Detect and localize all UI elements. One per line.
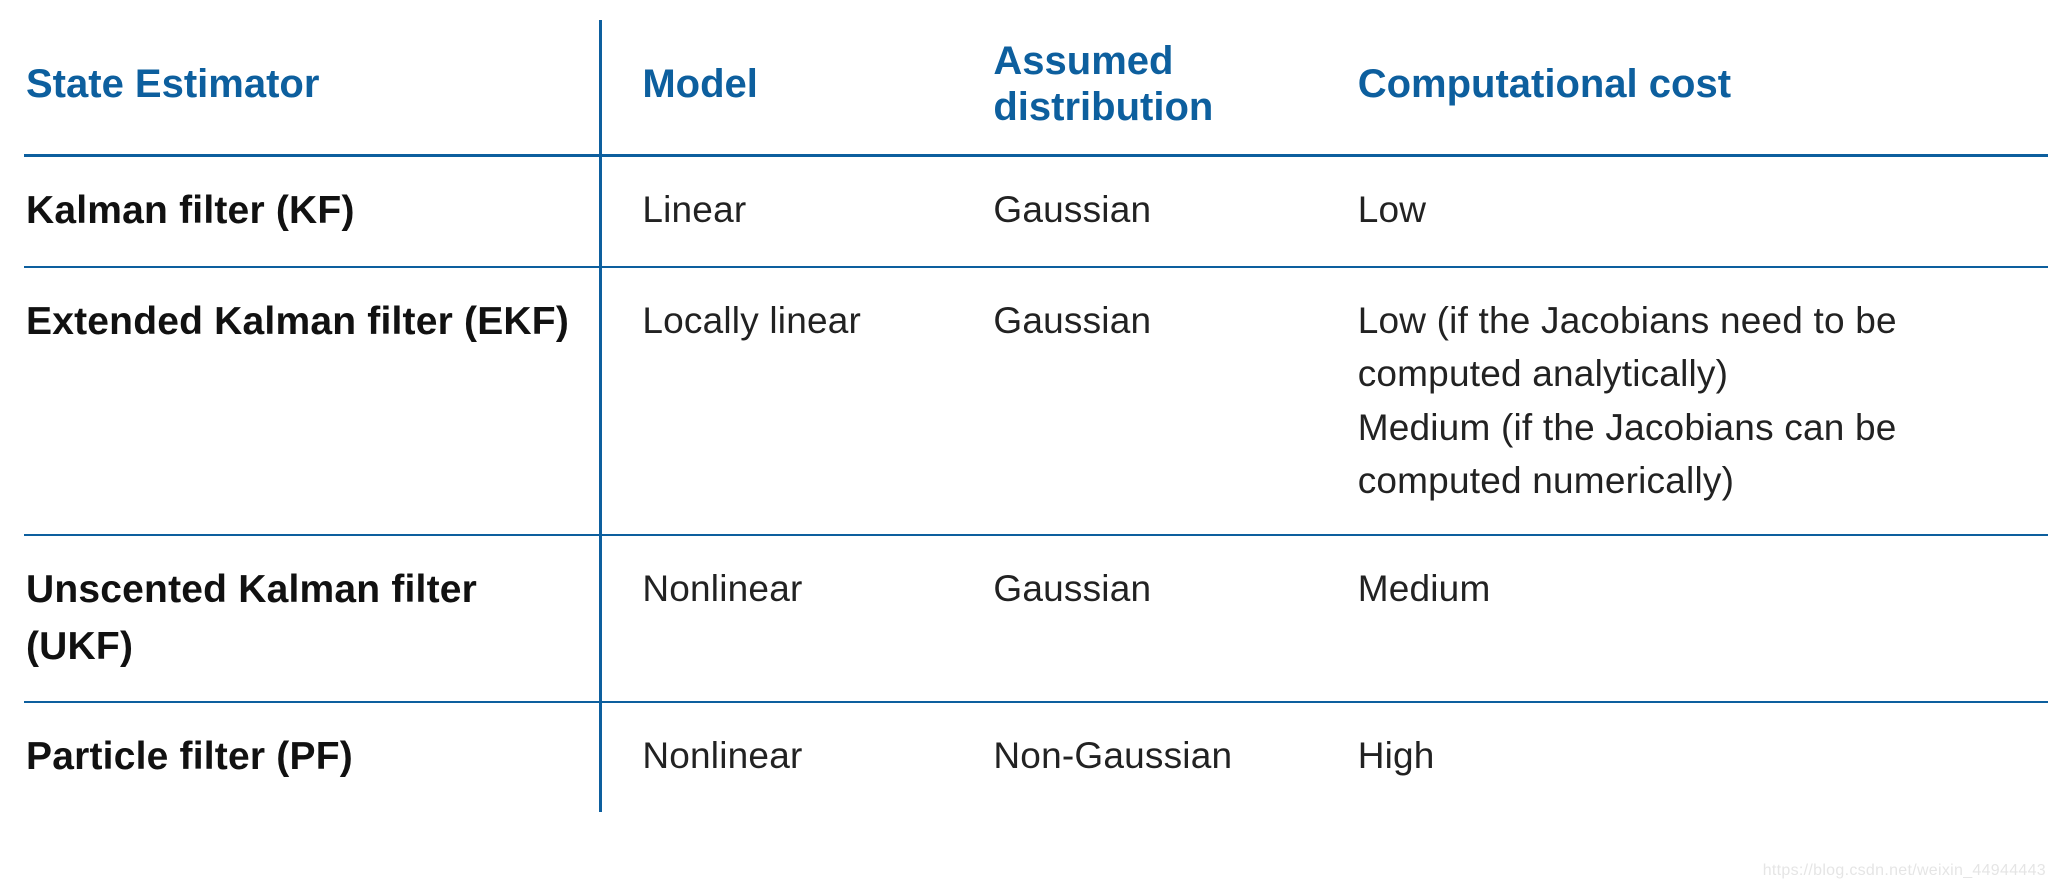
cell-cost: Low (if the Jacobians need to be compute… <box>1350 267 2048 536</box>
state-estimator-comparison-table: State Estimator Model Assumed distributi… <box>24 20 2048 812</box>
table-row: Extended Kalman filter (EKF) Locally lin… <box>24 267 2048 536</box>
col-header-model: Model <box>601 20 986 156</box>
cell-distribution: Non-Gaussian <box>985 702 1349 812</box>
cell-cost: High <box>1350 702 2048 812</box>
cell-model: Locally linear <box>601 267 986 536</box>
table-row: Particle filter (PF) Nonlinear Non-Gauss… <box>24 702 2048 812</box>
table-body: Kalman filter (KF) Linear Gaussian Low E… <box>24 156 2048 812</box>
col-header-distribution: Assumed distribution <box>985 20 1349 156</box>
col-header-cost: Computational cost <box>1350 20 2048 156</box>
cell-model: Nonlinear <box>601 702 986 812</box>
col-header-estimator: State Estimator <box>24 20 601 156</box>
watermark-text: https://blog.csdn.net/weixin_44944443 <box>1763 862 2046 880</box>
cell-distribution: Gaussian <box>985 156 1349 267</box>
cell-cost: Low <box>1350 156 2048 267</box>
table-row: Unscented Kalman filter (UKF) Nonlinear … <box>24 535 2048 702</box>
cell-estimator: Extended Kalman filter (EKF) <box>24 267 601 536</box>
cell-estimator: Particle filter (PF) <box>24 702 601 812</box>
cell-model: Linear <box>601 156 986 267</box>
cell-estimator: Unscented Kalman filter (UKF) <box>24 535 601 702</box>
cell-estimator: Kalman filter (KF) <box>24 156 601 267</box>
cell-distribution: Gaussian <box>985 267 1349 536</box>
table-row: Kalman filter (KF) Linear Gaussian Low <box>24 156 2048 267</box>
cell-cost: Medium <box>1350 535 2048 702</box>
table-header-row: State Estimator Model Assumed distributi… <box>24 20 2048 156</box>
cell-model: Nonlinear <box>601 535 986 702</box>
cell-distribution: Gaussian <box>985 535 1349 702</box>
